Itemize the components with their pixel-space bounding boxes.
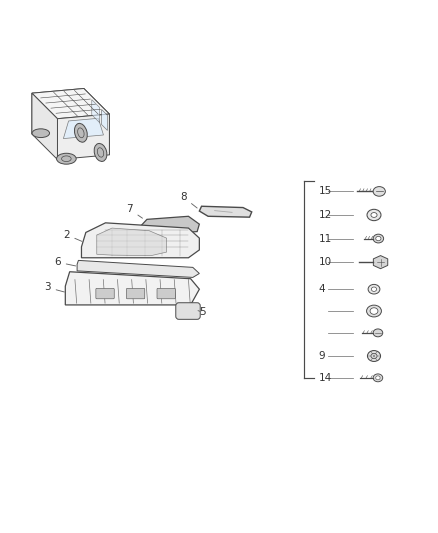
Ellipse shape [32, 129, 49, 138]
Polygon shape [77, 261, 199, 277]
Text: 3: 3 [44, 282, 64, 293]
Polygon shape [32, 93, 57, 159]
Ellipse shape [370, 308, 378, 314]
FancyBboxPatch shape [127, 288, 145, 299]
Text: 11: 11 [318, 233, 332, 244]
Polygon shape [141, 216, 199, 235]
Text: 9: 9 [318, 351, 325, 361]
Ellipse shape [367, 351, 381, 361]
Ellipse shape [373, 374, 383, 382]
Ellipse shape [371, 287, 377, 292]
Text: 2: 2 [63, 230, 82, 241]
Text: 10: 10 [318, 257, 332, 267]
Polygon shape [92, 100, 99, 123]
Ellipse shape [368, 285, 380, 294]
FancyBboxPatch shape [176, 303, 200, 319]
Polygon shape [32, 88, 110, 119]
Ellipse shape [94, 143, 107, 161]
Text: 14: 14 [318, 373, 332, 383]
Ellipse shape [367, 305, 381, 317]
Text: 8: 8 [180, 192, 197, 208]
Ellipse shape [367, 209, 381, 221]
Text: 12: 12 [318, 210, 332, 220]
Ellipse shape [373, 329, 383, 337]
Polygon shape [97, 228, 166, 256]
Text: 7: 7 [126, 204, 142, 218]
Ellipse shape [376, 236, 381, 241]
Text: 15: 15 [318, 187, 332, 196]
Polygon shape [199, 206, 252, 217]
Ellipse shape [373, 234, 384, 243]
Text: 6: 6 [54, 257, 76, 267]
Polygon shape [373, 256, 388, 269]
Ellipse shape [74, 123, 87, 142]
Polygon shape [65, 272, 199, 305]
Ellipse shape [373, 187, 385, 196]
Ellipse shape [371, 353, 377, 359]
Text: 5: 5 [198, 308, 206, 317]
Ellipse shape [376, 376, 380, 380]
FancyBboxPatch shape [96, 288, 114, 299]
Text: 4: 4 [318, 284, 325, 294]
Polygon shape [57, 114, 110, 159]
Polygon shape [81, 223, 199, 258]
FancyBboxPatch shape [157, 288, 175, 299]
Polygon shape [102, 109, 107, 131]
Polygon shape [64, 118, 103, 139]
Ellipse shape [57, 154, 76, 164]
Ellipse shape [371, 213, 377, 217]
